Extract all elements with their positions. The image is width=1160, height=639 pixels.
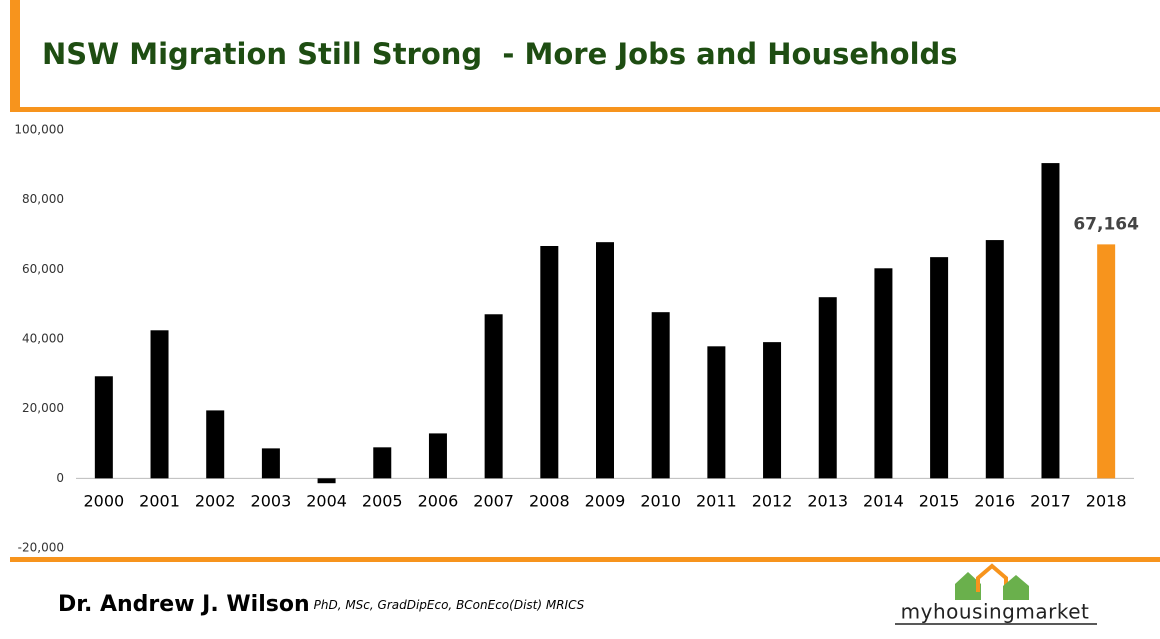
accent-line <box>10 107 1160 112</box>
x-tick-label: 2002 <box>195 492 236 511</box>
x-tick-label: 2003 <box>251 492 292 511</box>
accent-bar <box>10 0 20 112</box>
y-tick-label: 60,000 <box>22 262 64 276</box>
x-tick-label: 2005 <box>362 492 403 511</box>
chart-title: NSW Migration Still Strong - More Jobs a… <box>42 37 958 71</box>
bar <box>206 410 225 479</box>
x-tick-label: 2006 <box>418 492 459 511</box>
y-tick-label: 100,000 <box>14 123 64 137</box>
x-tick-label: 2014 <box>863 492 904 511</box>
x-tick-label: 2000 <box>83 492 124 511</box>
author: Dr. Andrew J. Wilson PhD, MSc, GradDipEco… <box>58 592 585 617</box>
bar <box>930 257 949 479</box>
x-tick-label: 2018 <box>1086 492 1127 511</box>
logo-house <box>976 563 1008 592</box>
y-tick-label: 0 <box>56 471 64 485</box>
bar <box>763 342 782 479</box>
y-tick-label: 80,000 <box>22 192 64 206</box>
credentials: PhD, MSc, GradDipEco, BConEco(Dist) MRIC… <box>314 598 585 612</box>
author-name: Dr. Andrew J. Wilson <box>58 592 310 617</box>
y-tick-label: 20,000 <box>22 401 64 415</box>
bar <box>818 297 837 479</box>
bar <box>1041 163 1060 479</box>
y-tick-label: -20,000 <box>18 541 64 555</box>
y-tick-label: 40,000 <box>22 332 64 346</box>
x-tick-label: 2016 <box>974 492 1015 511</box>
x-tick-label: 2010 <box>640 492 681 511</box>
x-tick-label: 2017 <box>1030 492 1071 511</box>
bar <box>874 268 893 479</box>
x-tick-label: 2008 <box>529 492 570 511</box>
bar <box>484 314 503 479</box>
bar <box>373 447 392 479</box>
bar <box>596 242 614 479</box>
logo-text: myhousingmarket <box>901 600 1090 624</box>
bar <box>985 240 1004 479</box>
bar <box>428 433 447 479</box>
bar <box>261 448 280 479</box>
bar <box>150 330 169 479</box>
x-tick-label: 2009 <box>585 492 626 511</box>
logo-house <box>1003 575 1029 600</box>
bar <box>707 346 726 479</box>
x-tick-label: 2013 <box>807 492 848 511</box>
x-tick-label: 2001 <box>139 492 180 511</box>
x-tick-label: 2011 <box>696 492 737 511</box>
bar <box>651 312 670 479</box>
logo-house <box>955 572 981 600</box>
x-tick-label: 2012 <box>752 492 793 511</box>
logo: myhousingmarket <box>895 563 1097 625</box>
bar <box>94 376 113 479</box>
bar <box>540 245 559 479</box>
bar <box>317 478 336 484</box>
x-tick-label: 2007 <box>473 492 514 511</box>
value-label: 67,164 <box>1073 214 1139 234</box>
x-tick-label: 2015 <box>919 492 960 511</box>
x-tick-label: 2004 <box>306 492 347 511</box>
bar <box>1097 244 1116 479</box>
accent-line <box>10 557 1160 562</box>
